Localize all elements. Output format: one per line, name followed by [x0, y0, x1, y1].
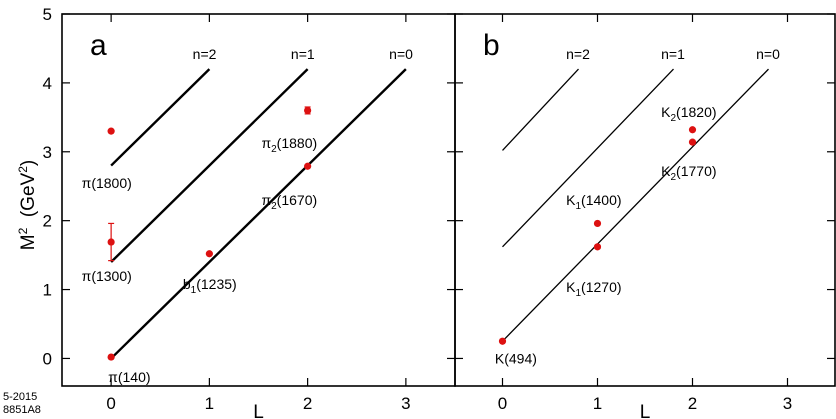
point-label-rest: (1800) — [91, 175, 131, 191]
x-tick-label: 0 — [106, 394, 115, 413]
point-label-base: π — [82, 175, 92, 191]
point-label-base: b — [183, 276, 191, 292]
point-label-sub: 1 — [575, 288, 581, 299]
y-tick-label: 1 — [43, 281, 52, 300]
data-point — [688, 126, 697, 134]
point-label: K1(1400) — [566, 192, 621, 212]
data-point — [688, 138, 697, 146]
point-label-base: π — [261, 192, 271, 208]
point-label: π(1800) — [82, 175, 132, 191]
series-label: n=2 — [193, 46, 217, 62]
plot-frame — [61, 13, 456, 387]
y-axis-title: M2 (GeV2) — [16, 160, 39, 250]
footer-date: 5-2015 — [3, 391, 37, 403]
plot-frame — [454, 13, 836, 387]
point-label-sub: 2 — [271, 144, 277, 155]
point-label-rest: (140) — [118, 369, 151, 385]
series-line-n=0 — [110, 68, 407, 360]
series-label: n=0 — [389, 46, 413, 62]
point-label: b1(1235) — [183, 276, 237, 296]
y-tick-label: 2 — [43, 212, 52, 231]
y-tick-label: 4 — [43, 74, 52, 93]
y-tick-label: 3 — [43, 143, 52, 162]
point-label: K2(1820) — [661, 104, 716, 124]
data-point — [107, 127, 115, 135]
point-label-base: K — [661, 104, 671, 120]
point-label: π(1300) — [82, 268, 132, 284]
point-label-base: K — [566, 279, 576, 295]
y-tick-label: 5 — [43, 5, 52, 24]
point-label: π2(1880) — [261, 135, 317, 155]
point-label: π(140) — [108, 369, 150, 385]
point-label-rest: (1820) — [676, 104, 716, 120]
point-label-base: K — [495, 350, 505, 366]
series-line-n=1 — [502, 68, 674, 248]
point-label-rest: (1400) — [581, 192, 621, 208]
series-label: n=0 — [756, 46, 780, 62]
panel-label: b — [483, 29, 500, 62]
x-tick-label: 0 — [498, 394, 507, 413]
point-label-sub: 2 — [670, 113, 676, 124]
point-label-rest: (1235) — [196, 276, 236, 292]
y-axis-title-unit: (GeV — [18, 172, 39, 227]
point-label-base: π — [108, 369, 118, 385]
point-label: π2(1670) — [261, 192, 317, 212]
data-point — [107, 353, 115, 361]
footer-code: 8851A8 — [3, 404, 41, 416]
x-tick-label: 2 — [688, 394, 697, 413]
series-label: n=2 — [566, 46, 590, 62]
point-label-base: π — [82, 268, 92, 284]
series-line-n=2 — [110, 68, 211, 167]
point-label-sub: 1 — [191, 285, 197, 296]
point-label-sub: 1 — [575, 201, 581, 212]
point-label-rest: (1300) — [91, 268, 131, 284]
x-tick-label: 3 — [783, 394, 792, 413]
point-label-sub: 2 — [271, 201, 277, 212]
data-point — [593, 243, 602, 251]
x-axis-title: L — [253, 402, 264, 419]
point-label-rest: (1770) — [676, 163, 716, 179]
data-point — [593, 219, 602, 228]
y-axis-title-unit-sup: 2 — [16, 166, 30, 173]
point-label-sub: 2 — [670, 172, 676, 183]
y-axis-title-sup: 2 — [16, 227, 30, 234]
y-axis-title-unit-close: ) — [18, 160, 39, 166]
series-label: n=1 — [661, 46, 685, 62]
point-label-base: π — [261, 135, 271, 151]
point-label: K2(1770) — [661, 163, 716, 183]
x-tick-label: 3 — [401, 394, 410, 413]
x-tick-label: 2 — [303, 394, 312, 413]
series-line-n=1 — [110, 68, 309, 263]
point-label-rest: (1880) — [277, 135, 317, 151]
y-tick-label: 0 — [43, 349, 52, 368]
y-axis-title-main: M — [18, 234, 39, 250]
x-axis-title: L — [640, 402, 651, 419]
series-label: n=1 — [291, 46, 315, 62]
point-label-base: K — [566, 192, 576, 208]
data-point — [205, 250, 213, 258]
data-point — [498, 337, 507, 345]
point-label-rest: (1670) — [277, 192, 317, 208]
point-label: K(494) — [495, 350, 537, 366]
panel-b: 0 1 2 3Lb n=2 n=1 n=0K(494)K1(1270)K1(1400)K2(… — [454, 13, 836, 419]
point-label: K1(1270) — [566, 279, 621, 299]
data-point — [304, 106, 312, 115]
series-line-n=2 — [502, 68, 579, 151]
data-point — [107, 238, 115, 246]
x-tick-label: 1 — [593, 394, 602, 413]
data-point — [304, 162, 312, 170]
point-label-rest: (494) — [504, 350, 537, 366]
x-tick-label: 1 — [205, 394, 214, 413]
point-label-base: K — [661, 163, 671, 179]
point-label-rest: (1270) — [581, 279, 621, 295]
series-line-n=0 — [502, 68, 769, 342]
panel-label: a — [90, 29, 107, 62]
svg-text:M2 (GeV2): M2 (GeV2) — [16, 160, 39, 250]
